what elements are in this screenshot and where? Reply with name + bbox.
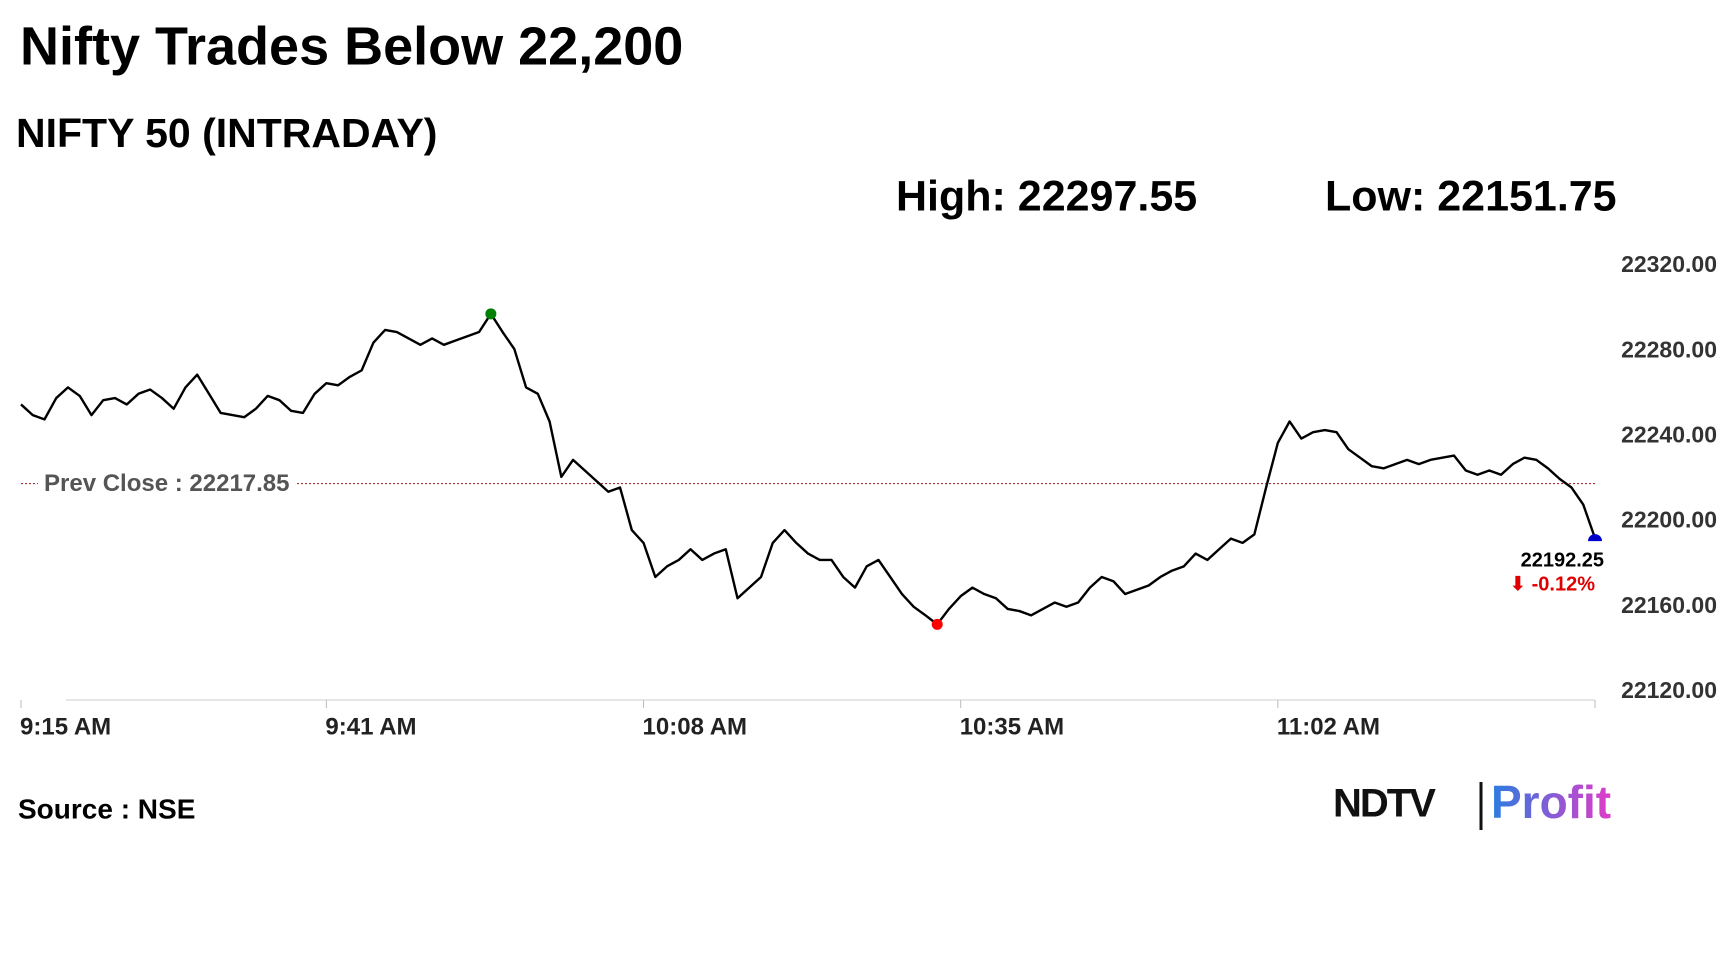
x-tick-label: 9:41 AM (325, 713, 416, 740)
chart-title: Nifty Trades Below 22,200 (20, 16, 683, 76)
last-value-label: 22192.25 (1521, 549, 1604, 571)
prev-close-bg (38, 467, 296, 499)
price-line (20, 312, 1597, 626)
x-tick-label: 10:08 AM (643, 713, 747, 740)
x-tick-label: 11:02 AM (1277, 713, 1380, 740)
x-tick-label: 10:35 AM (960, 713, 1064, 740)
low-label: Low: 22151.75 (1325, 172, 1617, 220)
high-marker (485, 308, 497, 320)
y-tick-label: 22320.00 (1621, 251, 1717, 277)
chart-subtitle: NIFTY 50 (INTRADAY) (16, 110, 437, 156)
y-tick-label: 22240.00 (1621, 421, 1717, 447)
prev-close-label: Prev Close : 22217.85 (44, 470, 290, 497)
y-tick-label: 22160.00 (1621, 592, 1717, 618)
source: Source : NSE (18, 793, 195, 824)
y-tick-label: 22200.00 (1621, 507, 1717, 533)
low-marker (931, 618, 943, 630)
logo-product: Profit (1491, 776, 1611, 828)
x-tick-label: 9:15 AM (20, 713, 111, 740)
change-label: ⬇ -0.12% (1509, 573, 1595, 595)
high-label: High: 22297.55 (896, 172, 1197, 220)
y-tick-label: 22280.00 (1621, 336, 1717, 362)
last-marker (1588, 534, 1602, 542)
y-tick-label: 22120.00 (1621, 677, 1717, 703)
logo-brand: NDTV (1333, 782, 1436, 826)
